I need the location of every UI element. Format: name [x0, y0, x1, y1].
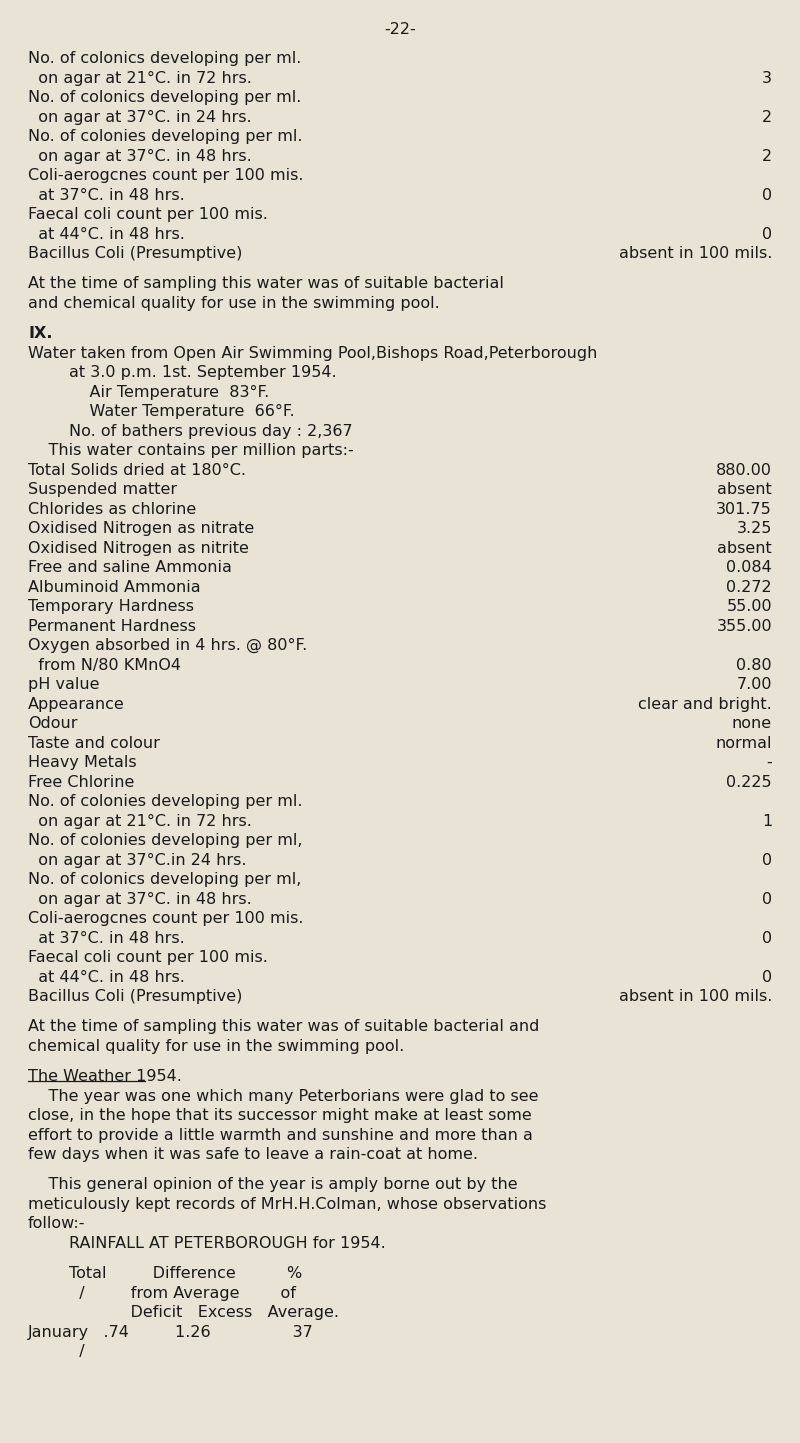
Text: 301.75: 301.75: [716, 502, 772, 517]
Text: normal: normal: [715, 736, 772, 750]
Text: Bacillus Coli (Presumptive): Bacillus Coli (Presumptive): [28, 990, 242, 1004]
Text: Albuminoid Ammonia: Albuminoid Ammonia: [28, 580, 201, 595]
Text: absent: absent: [718, 541, 772, 556]
Text: 0: 0: [762, 853, 772, 867]
Text: Free and saline Ammonia: Free and saline Ammonia: [28, 560, 232, 576]
Text: Water Temperature  66°F.: Water Temperature 66°F.: [28, 404, 294, 420]
Text: This water contains per million parts:-: This water contains per million parts:-: [28, 443, 354, 459]
Text: No. of colonies developing per ml.: No. of colonies developing per ml.: [28, 794, 302, 810]
Text: clear and bright.: clear and bright.: [638, 697, 772, 711]
Text: No. of colonies developing per ml.: No. of colonies developing per ml.: [28, 130, 302, 144]
Text: absent in 100 mils.: absent in 100 mils.: [618, 247, 772, 261]
Text: Odour: Odour: [28, 716, 78, 732]
Text: -22-: -22-: [384, 22, 416, 38]
Text: 355.00: 355.00: [716, 619, 772, 633]
Text: Taste and colour: Taste and colour: [28, 736, 160, 750]
Text: January   .74         1.26                37: January .74 1.26 37: [28, 1325, 314, 1339]
Text: follow:-: follow:-: [28, 1216, 86, 1231]
Text: 0: 0: [762, 188, 772, 203]
Text: -: -: [766, 755, 772, 771]
Text: Faecal coli count per 100 mis.: Faecal coli count per 100 mis.: [28, 208, 268, 222]
Text: from N/80 KMnO4: from N/80 KMnO4: [28, 658, 181, 672]
Text: RAINFALL AT PETERBOROUGH for 1954.: RAINFALL AT PETERBOROUGH for 1954.: [28, 1235, 386, 1251]
Text: 0: 0: [762, 892, 772, 906]
Text: Permanent Hardness: Permanent Hardness: [28, 619, 196, 633]
Text: 1: 1: [762, 814, 772, 828]
Text: Total Solids dried at 180°C.: Total Solids dried at 180°C.: [28, 463, 246, 478]
Text: Air Temperature  83°F.: Air Temperature 83°F.: [28, 385, 270, 400]
Text: absent in 100 mils.: absent in 100 mils.: [618, 990, 772, 1004]
Text: at 44°C. in 48 hrs.: at 44°C. in 48 hrs.: [28, 227, 185, 242]
Text: IX.: IX.: [28, 326, 53, 341]
Text: and chemical quality for use in the swimming pool.: and chemical quality for use in the swim…: [28, 296, 440, 312]
Text: at 37°C. in 48 hrs.: at 37°C. in 48 hrs.: [28, 931, 185, 945]
Text: Free Chlorine: Free Chlorine: [28, 775, 134, 789]
Text: on agar at 21°C. in 72 hrs.: on agar at 21°C. in 72 hrs.: [28, 71, 252, 85]
Text: Total         Difference          %: Total Difference %: [28, 1266, 302, 1281]
Text: at 3.0 p.m. 1st. September 1954.: at 3.0 p.m. 1st. September 1954.: [28, 365, 337, 380]
Text: at 37°C. in 48 hrs.: at 37°C. in 48 hrs.: [28, 188, 185, 203]
Text: effort to provide a little warmth and sunshine and more than a: effort to provide a little warmth and su…: [28, 1127, 533, 1143]
Text: Bacillus Coli (Presumptive): Bacillus Coli (Presumptive): [28, 247, 242, 261]
Text: This general opinion of the year is amply borne out by the: This general opinion of the year is ampl…: [28, 1177, 518, 1192]
Text: 0.272: 0.272: [726, 580, 772, 595]
Text: Faecal coli count per 100 mis.: Faecal coli count per 100 mis.: [28, 949, 268, 965]
Text: 0.80: 0.80: [736, 658, 772, 672]
Text: No. of colonics developing per ml,: No. of colonics developing per ml,: [28, 872, 302, 887]
Text: No. of colonies developing per ml,: No. of colonies developing per ml,: [28, 833, 302, 848]
Text: Deficit   Excess   Average.: Deficit Excess Average.: [28, 1304, 339, 1320]
Text: Coli-aerogcnes count per 100 mis.: Coli-aerogcnes count per 100 mis.: [28, 911, 303, 926]
Text: Temporary Hardness: Temporary Hardness: [28, 599, 194, 615]
Text: No. of colonics developing per ml.: No. of colonics developing per ml.: [28, 52, 302, 66]
Text: none: none: [732, 716, 772, 732]
Text: /: /: [28, 1343, 85, 1359]
Text: /         from Average        of: / from Average of: [28, 1286, 296, 1300]
Text: Oxidised Nitrogen as nitrate: Oxidised Nitrogen as nitrate: [28, 521, 254, 537]
Text: 0: 0: [762, 931, 772, 945]
Text: Water taken from Open Air Swimming Pool,Bishops Road,Peterborough: Water taken from Open Air Swimming Pool,…: [28, 346, 598, 361]
Text: Chlorides as chlorine: Chlorides as chlorine: [28, 502, 196, 517]
Text: 0: 0: [762, 970, 772, 984]
Text: Appearance: Appearance: [28, 697, 125, 711]
Text: on agar at 37°C. in 48 hrs.: on agar at 37°C. in 48 hrs.: [28, 149, 252, 163]
Text: Suspended matter: Suspended matter: [28, 482, 177, 498]
Text: Oxygen absorbed in 4 hrs. @ 80°F.: Oxygen absorbed in 4 hrs. @ 80°F.: [28, 638, 307, 654]
Text: at 44°C. in 48 hrs.: at 44°C. in 48 hrs.: [28, 970, 185, 984]
Text: 3: 3: [762, 71, 772, 85]
Text: 3.25: 3.25: [737, 521, 772, 537]
Text: The Weather 1954.: The Weather 1954.: [28, 1069, 182, 1084]
Text: At the time of sampling this water was of suitable bacterial and: At the time of sampling this water was o…: [28, 1019, 539, 1035]
Text: Oxidised Nitrogen as nitrite: Oxidised Nitrogen as nitrite: [28, 541, 249, 556]
Text: 2: 2: [762, 110, 772, 124]
Text: absent: absent: [718, 482, 772, 498]
Text: 0: 0: [762, 227, 772, 242]
Text: At the time of sampling this water was of suitable bacterial: At the time of sampling this water was o…: [28, 277, 504, 291]
Text: on agar at 37°C. in 24 hrs.: on agar at 37°C. in 24 hrs.: [28, 110, 252, 124]
Text: 2: 2: [762, 149, 772, 163]
Text: on agar at 21°C. in 72 hrs.: on agar at 21°C. in 72 hrs.: [28, 814, 252, 828]
Text: The year was one which many Peterborians were glad to see: The year was one which many Peterborians…: [28, 1088, 538, 1104]
Text: No. of bathers previous day : 2,367: No. of bathers previous day : 2,367: [28, 424, 353, 439]
Text: few days when it was safe to leave a rain-coat at home.: few days when it was safe to leave a rai…: [28, 1147, 478, 1162]
Text: chemical quality for use in the swimming pool.: chemical quality for use in the swimming…: [28, 1039, 404, 1053]
Text: 7.00: 7.00: [737, 677, 772, 693]
Text: Heavy Metals: Heavy Metals: [28, 755, 137, 771]
Text: 880.00: 880.00: [716, 463, 772, 478]
Text: 0.225: 0.225: [726, 775, 772, 789]
Text: Coli-aerogcnes count per 100 mis.: Coli-aerogcnes count per 100 mis.: [28, 169, 303, 183]
Text: No. of colonics developing per ml.: No. of colonics developing per ml.: [28, 91, 302, 105]
Text: pH value: pH value: [28, 677, 99, 693]
Text: on agar at 37°C.in 24 hrs.: on agar at 37°C.in 24 hrs.: [28, 853, 246, 867]
Text: meticulously kept records of MrH.H.Colman, whose observations: meticulously kept records of MrH.H.Colma…: [28, 1196, 546, 1212]
Text: 0.084: 0.084: [726, 560, 772, 576]
Text: on agar at 37°C. in 48 hrs.: on agar at 37°C. in 48 hrs.: [28, 892, 252, 906]
Text: 55.00: 55.00: [726, 599, 772, 615]
Text: close, in the hope that its successor might make at least some: close, in the hope that its successor mi…: [28, 1108, 532, 1123]
